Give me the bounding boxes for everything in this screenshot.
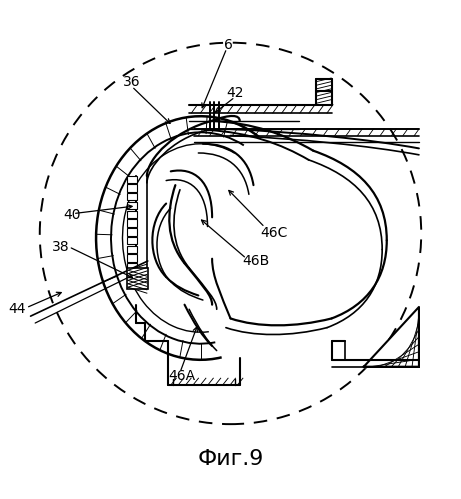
Bar xyxy=(127,237,137,245)
Bar xyxy=(127,211,137,218)
Bar xyxy=(127,263,137,270)
Text: Фиг.9: Фиг.9 xyxy=(197,449,264,469)
Bar xyxy=(127,193,137,201)
Text: 36: 36 xyxy=(123,75,141,89)
Text: 38: 38 xyxy=(52,240,69,254)
Bar xyxy=(127,268,148,288)
Bar xyxy=(127,184,137,192)
Bar xyxy=(127,272,137,279)
Bar xyxy=(127,202,137,209)
Text: 40: 40 xyxy=(63,208,81,222)
Text: 46A: 46A xyxy=(169,369,196,383)
Text: 46C: 46C xyxy=(260,227,288,241)
Bar xyxy=(127,176,137,183)
Polygon shape xyxy=(364,307,419,367)
Text: 46B: 46B xyxy=(242,254,269,268)
Bar xyxy=(127,228,137,236)
Text: 6: 6 xyxy=(224,38,233,52)
Bar xyxy=(127,220,137,227)
Bar xyxy=(127,246,137,253)
Text: 42: 42 xyxy=(226,86,244,100)
Text: 44: 44 xyxy=(8,302,25,316)
Bar xyxy=(127,254,137,262)
